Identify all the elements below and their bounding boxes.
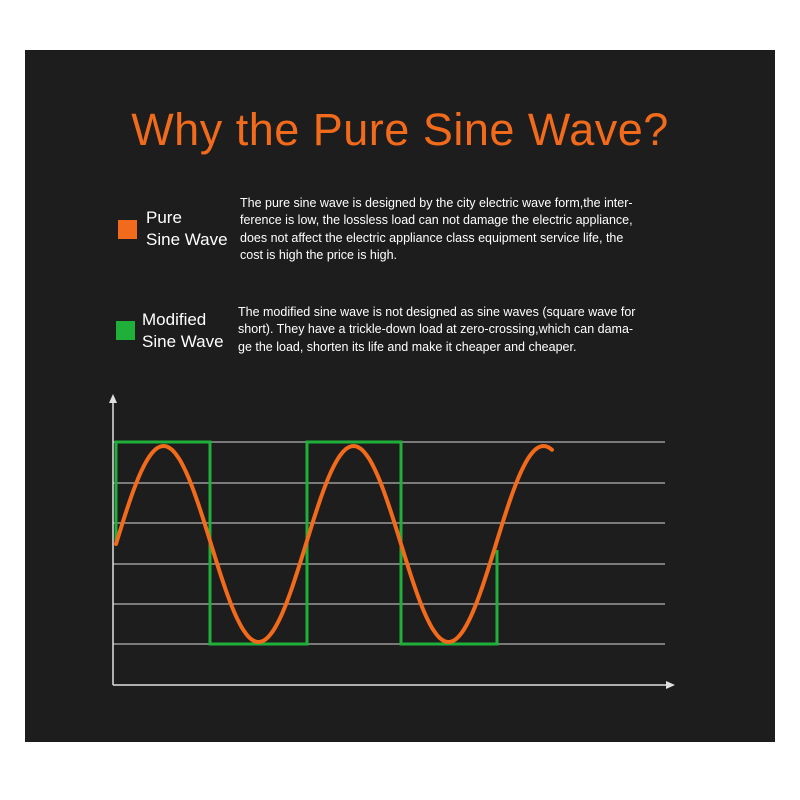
description-line: The pure sine wave is designed by the ci… (240, 196, 633, 210)
label-line: Sine Wave (142, 332, 224, 351)
description-line: ference is low, the lossless load can no… (240, 213, 633, 228)
description-line: does not affect the electric appliance c… (240, 230, 624, 245)
pure-description: The pure sine wave is designed by the ci… (240, 195, 633, 264)
pure-label: Pure Sine Wave (146, 207, 228, 251)
description-line: short). They have a trickle-down load at… (238, 322, 634, 337)
description-line: The modified sine wave is not designed a… (238, 305, 636, 319)
modified-swatch (116, 321, 135, 340)
label-line: Sine Wave (146, 230, 228, 249)
description-line: cost is high the price is high. (240, 247, 398, 262)
sine-wave (114, 443, 554, 645)
description-line: ge the load, shorten its life and make i… (238, 339, 577, 354)
pure-swatch (118, 220, 137, 239)
x-axis-arrow (666, 681, 675, 689)
modified-description: The modified sine wave is not designed a… (238, 304, 635, 356)
modified-label: Modified Sine Wave (142, 309, 224, 353)
guide-lines (113, 441, 665, 645)
label-line: Modified (142, 310, 207, 329)
y-axis-arrow (109, 394, 117, 403)
label-line: Pure (146, 208, 182, 227)
title: Why the Pure Sine Wave? (131, 104, 669, 155)
